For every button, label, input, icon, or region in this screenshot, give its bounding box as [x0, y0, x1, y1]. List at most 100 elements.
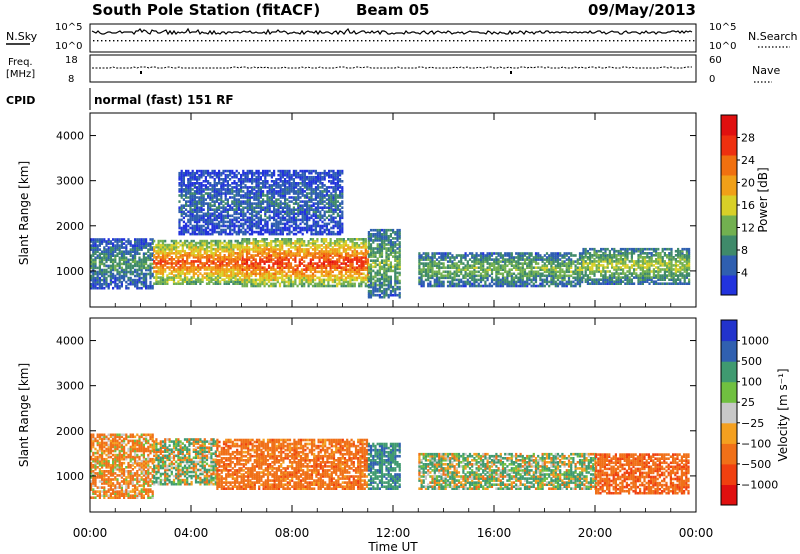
power-cell	[685, 262, 688, 265]
nsearch-dot	[581, 40, 583, 42]
power-cell	[223, 278, 226, 281]
nsearch-dot	[233, 40, 235, 42]
power-cell	[383, 281, 386, 285]
power-cell	[182, 184, 185, 187]
power-cell	[576, 270, 579, 274]
power-cell	[435, 282, 439, 286]
power-cell	[552, 256, 555, 259]
power-cell	[367, 271, 370, 275]
power-cell	[261, 258, 264, 261]
power-cell	[276, 248, 279, 251]
power-cell	[276, 276, 279, 280]
power-cell	[688, 256, 691, 259]
power-cell	[186, 266, 189, 269]
power-cell	[624, 282, 627, 285]
power-cell	[464, 254, 467, 257]
power-cell	[189, 214, 192, 218]
power-cell	[147, 268, 150, 272]
power-cell	[307, 262, 310, 265]
power-cell	[383, 243, 386, 246]
power-cell	[198, 196, 201, 199]
power-cell	[508, 280, 511, 284]
power-cell	[232, 282, 235, 285]
power-cell	[584, 280, 587, 283]
power-cell	[497, 276, 500, 280]
power-cell	[209, 198, 212, 201]
nsearch-dot	[633, 40, 635, 42]
power-cell	[149, 284, 152, 288]
power-cell	[285, 280, 288, 284]
power-cell	[539, 276, 542, 280]
power-cell	[342, 262, 345, 265]
power-cell	[216, 245, 220, 249]
power-cell	[208, 268, 211, 271]
power-cell	[157, 268, 160, 271]
power-cell	[109, 254, 112, 257]
power-cell	[98, 276, 101, 280]
power-cell	[105, 240, 108, 243]
power-cell	[287, 266, 290, 269]
power-cell	[338, 272, 341, 276]
power-cell	[574, 276, 577, 280]
power-cell	[504, 270, 507, 274]
power-cell	[383, 283, 386, 287]
power-cell	[272, 282, 275, 286]
power-cell	[243, 280, 246, 284]
power-cell	[593, 258, 596, 261]
power-cell	[574, 272, 577, 276]
power-cell	[383, 231, 386, 234]
power-cell	[383, 271, 386, 275]
power-cell	[166, 278, 169, 281]
power-cell	[556, 262, 560, 265]
power-cell	[369, 279, 373, 283]
power-cell	[659, 252, 662, 255]
power-cell	[512, 266, 516, 269]
power-cell	[200, 173, 203, 177]
power-cell	[567, 268, 571, 271]
power-cell	[292, 254, 295, 257]
power-cell	[222, 188, 225, 191]
power-cell	[554, 276, 557, 280]
power-cell	[245, 260, 249, 263]
power-cell	[300, 282, 304, 286]
power-cell	[281, 246, 284, 249]
power-cell	[543, 274, 546, 278]
power-cell	[556, 258, 560, 261]
power-cell	[203, 249, 206, 253]
station-title: South Pole Station (fitACF)	[92, 1, 320, 19]
power-cell	[589, 270, 592, 273]
power-cell	[353, 248, 356, 251]
power-cell	[216, 268, 220, 271]
power-cell	[256, 252, 260, 255]
power-cell	[109, 278, 112, 282]
power-cell	[331, 248, 334, 251]
power-cell	[238, 252, 242, 255]
power-cell	[550, 256, 553, 259]
power-cell	[263, 282, 266, 286]
power-cell	[309, 282, 312, 286]
power-cell	[608, 278, 611, 281]
power-cell	[94, 246, 97, 249]
power-cell	[374, 251, 377, 254]
power-cell	[181, 266, 184, 269]
power-cell	[210, 280, 213, 283]
power-cell	[586, 249, 589, 253]
power-cell	[265, 268, 268, 271]
power-cell	[230, 260, 233, 263]
power-cell	[123, 262, 126, 266]
power-cell	[209, 202, 212, 205]
power-cell	[90, 284, 93, 288]
power-cell	[387, 243, 390, 246]
power-cell	[151, 252, 154, 255]
power-cell	[182, 228, 185, 232]
power-cell	[440, 274, 443, 278]
power-cell	[556, 264, 560, 267]
power-cell	[677, 254, 680, 257]
power-cell	[194, 280, 198, 283]
power-cell	[342, 238, 345, 241]
power-cell	[510, 274, 513, 278]
nsearch-dot	[421, 40, 423, 42]
power-cell	[157, 266, 160, 269]
power-cell	[261, 268, 264, 271]
power-cell	[398, 247, 401, 250]
